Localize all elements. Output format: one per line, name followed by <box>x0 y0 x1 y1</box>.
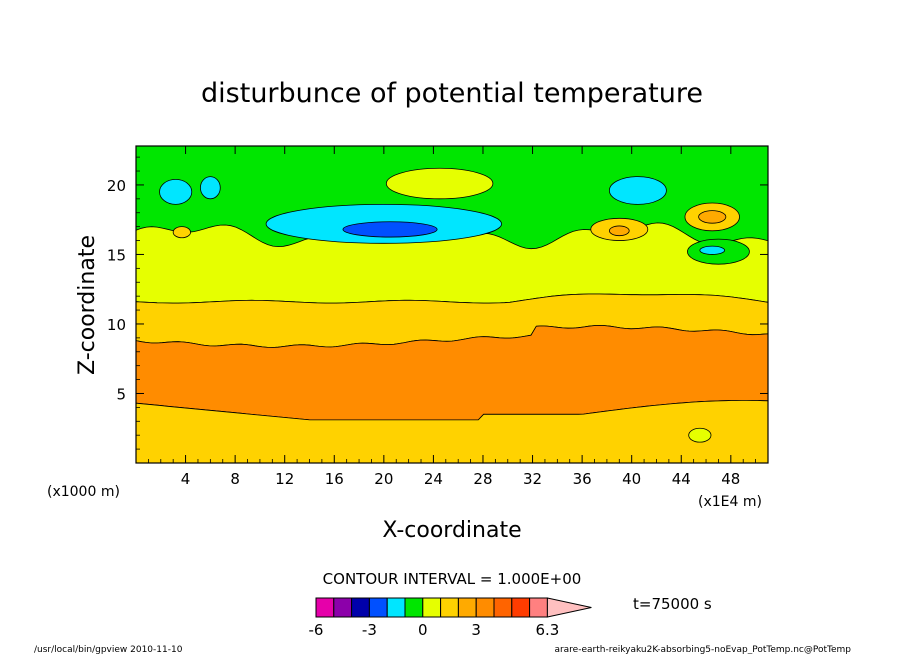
x-tick-label: 48 <box>721 470 740 488</box>
contour-cold-spot-left <box>159 178 193 205</box>
contour-cold-core <box>342 221 438 238</box>
x-axis: 4 8 12 16 20 24 28 32 36 40 44 48 <box>147 146 757 488</box>
colorbar-tick-label: -3 <box>362 621 377 639</box>
y-tick-label: 15 <box>107 246 126 264</box>
colorbar-tick-label: 6.3 <box>535 621 559 639</box>
x-tick-label: 4 <box>181 470 191 488</box>
colorbar-bin <box>368 597 388 618</box>
colorbar-bin <box>315 597 335 618</box>
contour-layer-1-2-lower <box>136 400 768 463</box>
y-unit-label: (x1000 m) <box>47 484 120 500</box>
x-tick-label: 36 <box>573 470 592 488</box>
x-tick-label: 44 <box>672 470 691 488</box>
contour-interval-label: CONTOUR INTERVAL = 1.000E+00 <box>323 570 582 588</box>
plot-area <box>135 145 769 464</box>
colorbar-extend-arrow <box>546 597 592 618</box>
time-label: t=75000 s <box>633 595 712 613</box>
contour-warm-core-46 <box>698 210 727 224</box>
colorbar-bin <box>511 597 531 618</box>
colorbar-bin <box>529 597 548 618</box>
x-tick-label: 16 <box>325 470 344 488</box>
footer-right: arare-earth-reikyaku2K-absorbing5-noEvap… <box>554 645 851 654</box>
colorbar-bin <box>440 597 459 618</box>
contour-fields <box>136 167 768 463</box>
colorbar-tick-labels: -6 -3 0 3 6.3 <box>309 621 560 639</box>
colorbar-bin <box>475 597 495 618</box>
footer-left: /usr/local/bin/gpview 2010-11-10 <box>34 645 183 654</box>
contour-surface-patch <box>688 427 712 443</box>
x-tick-label: 40 <box>622 470 641 488</box>
chart-title: disturbunce of potential temperature <box>201 78 703 109</box>
colorbar <box>315 597 592 618</box>
colorbar-bin <box>333 597 353 618</box>
contour-warm-core-39 <box>608 225 630 237</box>
y-tick-label: 20 <box>107 177 126 195</box>
contour-warm-spot-left <box>172 226 191 239</box>
y-axis: 5 10 15 20 <box>107 156 768 450</box>
y-tick-label: 10 <box>107 316 126 334</box>
colorbar-bin <box>422 597 442 618</box>
x-tick-label: 12 <box>275 470 294 488</box>
y-tick-label: 5 <box>116 385 126 403</box>
plot-frame <box>135 145 769 464</box>
x-unit-label: (x1E4 m) <box>698 494 762 510</box>
contour-cold-spot-left-2 <box>200 176 221 200</box>
colorbar-bin <box>351 597 370 618</box>
colorbar-tick-label: 3 <box>471 621 481 639</box>
y-axis-label: Z-coordinate <box>75 235 100 375</box>
contour-cold-patch-right <box>608 176 667 205</box>
colorbar-bin <box>386 597 406 618</box>
x-tick-label: 24 <box>424 470 443 488</box>
contour-warm-patch-upper <box>385 167 494 200</box>
colorbar-bin <box>404 597 424 618</box>
colorbar-bin <box>493 597 513 618</box>
x-tick-label: 8 <box>230 470 240 488</box>
contour-cold-spot-46 <box>699 245 726 255</box>
x-tick-label: 28 <box>473 470 492 488</box>
x-tick-label: 20 <box>374 470 393 488</box>
colorbar-tick-label: 0 <box>418 621 428 639</box>
colorbar-bin <box>457 597 477 618</box>
x-tick-label: 32 <box>523 470 542 488</box>
colorbar-tick-label: -6 <box>309 621 324 639</box>
x-axis-label: X-coordinate <box>382 518 521 543</box>
